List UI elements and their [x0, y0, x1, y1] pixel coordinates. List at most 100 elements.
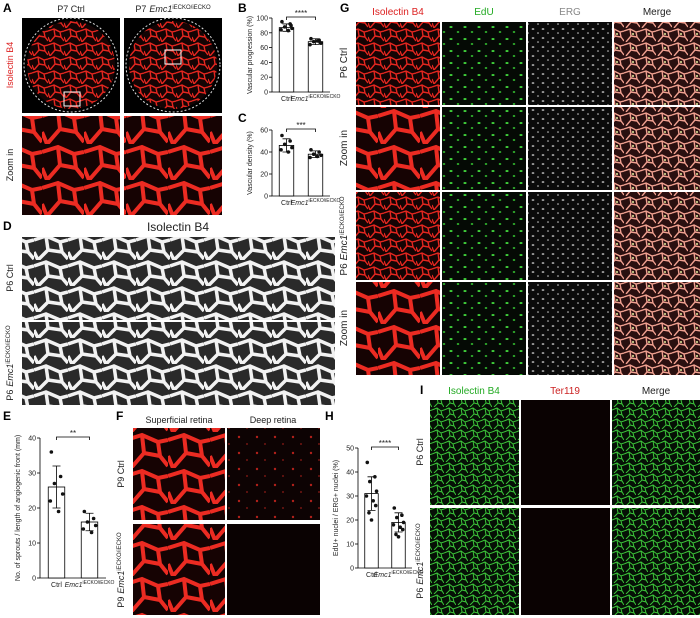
row-label: P6 Ctrl [339, 48, 350, 79]
column-label: Superficial retina [145, 415, 212, 425]
data-point [49, 450, 54, 454]
data-point [280, 19, 284, 24]
category: Emc1 [291, 96, 309, 103]
data-point [318, 40, 322, 45]
significance: **** [295, 9, 307, 18]
genotype-label: P9 Emc1iECKO/iECKO [116, 532, 126, 608]
y-tick-label: 100 [256, 16, 268, 23]
data-point [369, 518, 374, 522]
data-point [392, 506, 397, 510]
y-tick-label: 20 [346, 518, 354, 525]
data-point [286, 28, 291, 33]
column-label: Ter119 [550, 386, 580, 397]
panel-letter: A [3, 1, 12, 15]
genotype-label: P6 Emc1iECKO/iECKO [415, 523, 425, 599]
genotype-label: P7 Emc1iECKO/iECKO [135, 4, 211, 14]
y-tick-label: 80 [260, 30, 268, 37]
x-tick-label: Ctrl [281, 200, 292, 207]
row-label: Zoom in [339, 310, 350, 346]
stage: P9 [116, 597, 126, 608]
data-point [280, 133, 284, 138]
data-point [60, 492, 65, 496]
y-tick-label: 40 [260, 60, 268, 67]
gene: Emc1 [116, 571, 126, 594]
significance-bracket [286, 16, 316, 20]
data-point [82, 509, 87, 514]
y-tick-label: 0 [350, 566, 354, 573]
y-tick-label: 0 [264, 194, 268, 201]
significance: **** [379, 439, 391, 448]
y-tick-label: 60 [260, 45, 268, 52]
significance-bracket [371, 446, 399, 450]
data-point [286, 150, 291, 154]
row-label: Zoom in [5, 149, 15, 182]
data-point [93, 523, 98, 528]
error-bar [394, 512, 403, 533]
y-tick-label: 50 [346, 446, 354, 453]
y-axis-label: EdU+ nuclei / ERG+ nuclei (%) [333, 460, 340, 556]
row-label: Isolectin B4 [5, 42, 15, 89]
data-point [48, 499, 53, 503]
x-tick-label: Emc1iECKO/iECKO [65, 580, 115, 589]
x-tick-label: Emc1iECKO/iECKO [291, 198, 341, 207]
bar [278, 144, 295, 197]
superscript: iECKO/iECKO [117, 532, 123, 571]
data-point [368, 479, 372, 484]
y-axis-label: Vascular progression (%) [247, 16, 254, 94]
y-tick-label: 0 [264, 90, 268, 97]
data-point [400, 513, 404, 517]
data-point [308, 42, 312, 47]
data-point [309, 36, 313, 41]
data-point [81, 527, 86, 531]
data-point [309, 148, 313, 152]
category: Ctrl [366, 572, 377, 579]
data-point [279, 148, 283, 152]
x-tick-label: Ctrl [51, 582, 62, 589]
y-tick-label: 20 [260, 172, 268, 179]
data-point [91, 516, 96, 521]
category: Ctrl [51, 582, 62, 589]
y-tick-label: 40 [28, 436, 36, 443]
data-point [396, 535, 401, 539]
superscript: iECKO/iECKO [308, 94, 340, 100]
gene: Emc1 [149, 4, 172, 14]
data-point [85, 520, 90, 524]
panel-letter: G [340, 1, 349, 15]
superscript: iECKO/iECKO [340, 196, 346, 235]
gene: Emc1 [339, 235, 350, 261]
row-label: P6 Ctrl [415, 438, 425, 466]
category: Emc1 [291, 200, 309, 207]
column-label: Merge [643, 7, 672, 18]
superscript: iECKO/iECKO [82, 580, 114, 586]
data-point [394, 532, 398, 537]
superscript: iECKO/iECKO [6, 325, 12, 364]
column-label: Isolectin B4 [372, 7, 424, 18]
data-point [290, 145, 294, 150]
data-point [279, 28, 283, 32]
column-label: P7 Ctrl [57, 4, 85, 14]
y-tick-label: 60 [260, 128, 268, 135]
category: Ctrl [281, 200, 292, 207]
y-axis-label: No. of sprouts / length of angiogenic fr… [15, 435, 22, 581]
error-bar [52, 465, 61, 509]
row-label: P6 Ctrl [5, 264, 15, 292]
column-label: EdU [474, 7, 493, 18]
row-label: P9 Ctrl [116, 460, 126, 488]
data-point [58, 474, 63, 479]
bar [307, 153, 324, 197]
y-tick-label: 10 [346, 542, 354, 549]
x-tick-label: Ctrl [366, 572, 377, 579]
significance-bracket [56, 436, 90, 440]
superscript: iECKO/iECKO [308, 198, 340, 204]
genotype-label: P6 Emc1iECKO/iECKO [339, 196, 350, 275]
category: Emc1 [374, 572, 392, 579]
data-point [373, 475, 377, 479]
data-point [282, 142, 287, 147]
column-label: Deep retina [250, 415, 297, 425]
stage: P6 [5, 390, 15, 401]
y-tick-label: 40 [346, 470, 354, 477]
bar [278, 27, 295, 93]
stage: P6 [339, 263, 350, 276]
x-tick-label: Emc1iECKO/iECKO [291, 94, 341, 103]
